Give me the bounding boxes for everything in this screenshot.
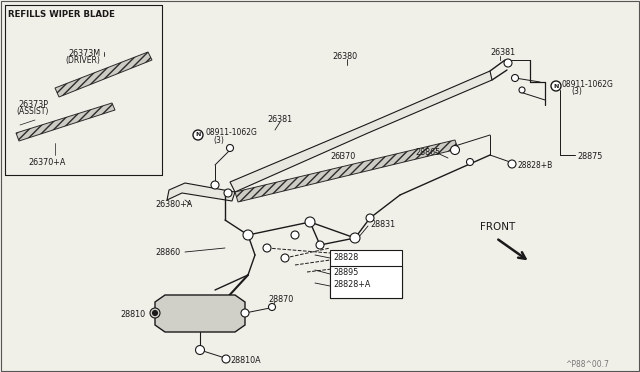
Text: (3): (3) — [213, 136, 224, 145]
Polygon shape — [155, 295, 245, 332]
Polygon shape — [16, 103, 115, 141]
Text: 08911-1062G: 08911-1062G — [562, 80, 614, 89]
Circle shape — [152, 311, 157, 315]
Polygon shape — [55, 52, 152, 97]
Text: N: N — [554, 83, 559, 89]
Circle shape — [451, 145, 460, 154]
Circle shape — [193, 130, 203, 140]
Text: FRONT: FRONT — [480, 222, 515, 232]
Text: 26380+A: 26380+A — [155, 200, 192, 209]
Circle shape — [211, 181, 219, 189]
Circle shape — [269, 304, 275, 311]
Text: 28860: 28860 — [155, 248, 180, 257]
Text: N: N — [195, 132, 201, 138]
Circle shape — [241, 309, 249, 317]
Circle shape — [263, 244, 271, 252]
Text: 08911-1062G: 08911-1062G — [205, 128, 257, 137]
Circle shape — [316, 241, 324, 249]
Text: (3): (3) — [571, 87, 582, 96]
Circle shape — [305, 217, 315, 227]
Circle shape — [243, 230, 253, 240]
Text: 26381: 26381 — [490, 48, 515, 57]
Bar — [330, 266, 402, 298]
Text: 28828+A: 28828+A — [333, 280, 371, 289]
Polygon shape — [167, 183, 235, 201]
Circle shape — [227, 144, 234, 151]
Circle shape — [222, 355, 230, 363]
Circle shape — [551, 81, 561, 91]
Circle shape — [291, 231, 299, 239]
Text: 28865: 28865 — [415, 148, 440, 157]
Text: (DRIVER): (DRIVER) — [65, 56, 100, 65]
Circle shape — [195, 346, 205, 355]
Text: REFILLS WIPER BLADE: REFILLS WIPER BLADE — [8, 10, 115, 19]
Circle shape — [281, 254, 289, 262]
Text: 26373P: 26373P — [18, 100, 48, 109]
Polygon shape — [230, 71, 492, 192]
Text: 28831: 28831 — [370, 220, 395, 229]
Circle shape — [508, 160, 516, 168]
Text: 26370+A: 26370+A — [28, 158, 65, 167]
Text: (ASSIST): (ASSIST) — [16, 107, 49, 116]
Polygon shape — [235, 140, 458, 202]
Circle shape — [519, 87, 525, 93]
Circle shape — [224, 189, 232, 197]
Circle shape — [350, 233, 360, 243]
Circle shape — [150, 308, 160, 318]
Text: 28870: 28870 — [268, 295, 293, 304]
Text: 28895: 28895 — [333, 268, 358, 277]
Text: 28810A: 28810A — [230, 356, 260, 365]
Text: 26380: 26380 — [332, 52, 357, 61]
Bar — [330, 250, 402, 298]
Text: 28875: 28875 — [577, 152, 602, 161]
Circle shape — [504, 59, 512, 67]
Circle shape — [511, 74, 518, 81]
Circle shape — [467, 158, 474, 166]
Text: ^P88^00.7: ^P88^00.7 — [565, 360, 609, 369]
Text: 28828: 28828 — [333, 253, 358, 262]
Text: 28810: 28810 — [120, 310, 145, 319]
Text: 26381: 26381 — [267, 115, 292, 124]
Text: 26373M: 26373M — [68, 49, 100, 58]
Circle shape — [366, 214, 374, 222]
Text: 26370: 26370 — [330, 152, 355, 161]
Text: 28828+B: 28828+B — [518, 161, 553, 170]
